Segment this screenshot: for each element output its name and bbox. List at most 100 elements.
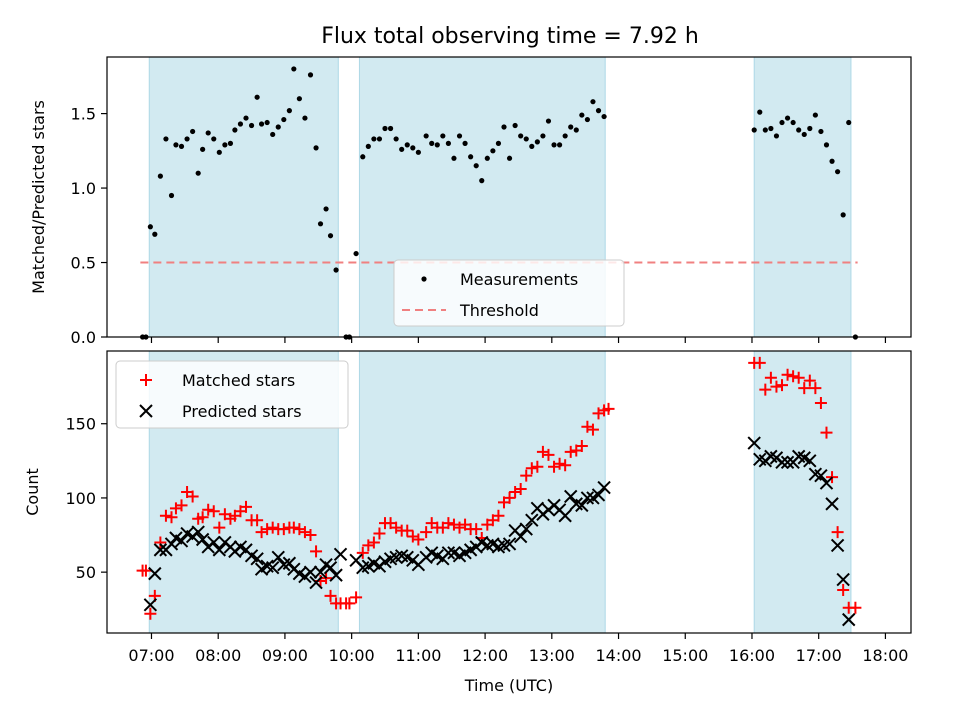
predicted-star-point — [597, 480, 611, 495]
matched-star-point — [525, 462, 538, 475]
matched-star-point — [154, 536, 167, 549]
matched-star-point — [592, 407, 605, 420]
matched-star-point — [470, 523, 483, 536]
axes-frame — [106, 56, 912, 338]
predicted-star-point — [519, 522, 533, 536]
matched-star-point — [255, 526, 268, 539]
measurement-point — [205, 130, 211, 136]
predicted-star-point — [814, 468, 828, 483]
predicted-star-point — [195, 532, 210, 547]
matched-star-point — [324, 589, 337, 602]
predicted-star-point — [775, 455, 789, 470]
measurement-point — [365, 143, 371, 149]
measurement-point — [590, 99, 596, 105]
predicted-star-point — [502, 537, 517, 551]
measurement-point — [601, 113, 607, 120]
matched-star-point — [837, 583, 850, 596]
measurement-point — [382, 125, 388, 132]
predicted-star-point — [191, 525, 205, 539]
matched-star-point — [814, 396, 827, 409]
measurement-point — [573, 127, 579, 133]
measurement-point — [434, 142, 440, 148]
matched-star-point — [849, 601, 862, 614]
chart-title: Flux total observing time = 7.92 h — [321, 24, 699, 49]
predicted-star-point — [271, 550, 285, 565]
matched-star-point — [144, 607, 157, 620]
measurement-point — [157, 173, 163, 179]
x-tick-label: 14:00 — [595, 646, 641, 665]
x-tick-label: 09:00 — [262, 646, 308, 665]
measurement-point — [211, 136, 217, 142]
y-tick-label: 0.5 — [71, 254, 96, 273]
matched-star-point — [447, 518, 460, 531]
predicted-star-point — [250, 552, 264, 566]
measurement-point — [327, 233, 334, 239]
measurement-point — [584, 116, 590, 123]
measurement-point — [270, 131, 276, 138]
matched-star-point — [553, 457, 566, 470]
y-tick-label: 50 — [76, 563, 96, 582]
measurement-point — [812, 112, 818, 118]
measurement-point — [173, 142, 179, 148]
measurement-point — [779, 119, 785, 126]
measurement-point — [579, 112, 585, 118]
measurement-point — [376, 136, 383, 142]
matched-star-point — [159, 509, 172, 522]
matched-star-point — [536, 445, 549, 458]
matched-star-point — [514, 483, 527, 496]
matched-star-point — [310, 545, 323, 558]
matched-star-point — [764, 371, 777, 384]
matched-star-point — [356, 546, 369, 559]
measurement-point — [835, 169, 841, 175]
measurement-point — [291, 66, 297, 72]
matched-star-point — [559, 459, 572, 472]
measurement-point — [147, 224, 153, 230]
measurement-point — [232, 127, 238, 133]
measurement-point — [840, 212, 846, 218]
predicted-star-point — [747, 436, 761, 450]
predicted-star-point — [558, 509, 572, 523]
matched-star-point — [586, 423, 599, 436]
predicted-star-point — [803, 454, 817, 468]
x-tick-label: 16:00 — [729, 646, 775, 665]
predicted-star-point — [323, 560, 338, 575]
predicted-star-point — [164, 537, 179, 551]
matched-star-point — [350, 591, 363, 604]
y-axis-label: Matched/Predicted stars — [29, 100, 48, 294]
matched-star-point — [412, 533, 425, 546]
matched-star-point — [261, 523, 274, 536]
matched-star-point — [503, 491, 516, 504]
x-tick-label: 17:00 — [796, 646, 842, 665]
matched-star-point — [362, 539, 375, 552]
measurement-point — [790, 119, 796, 126]
matched-star-point — [442, 517, 455, 530]
measurement-point — [423, 133, 429, 139]
axes-frame — [106, 350, 912, 634]
x-tick-label: 15:00 — [662, 646, 708, 665]
matched-star-point — [139, 564, 152, 577]
measurement-point — [393, 136, 399, 142]
measurement-point — [429, 140, 435, 146]
measurement-point — [307, 72, 314, 78]
x-tick-label: 07:00 — [128, 646, 174, 665]
predicted-star-point — [313, 565, 328, 579]
measurement-point — [399, 146, 405, 152]
measurement-point — [243, 115, 249, 121]
legend-matched-marker — [140, 374, 152, 386]
matched-star-point — [287, 521, 300, 534]
measurement-point — [473, 163, 479, 169]
matched-star-point — [175, 499, 188, 512]
matched-star-point — [831, 526, 844, 539]
matched-star-point — [169, 502, 182, 515]
predicted-star-point — [525, 513, 539, 527]
measurement-point — [258, 121, 265, 127]
legend-label: Predicted stars — [182, 402, 302, 421]
measurement-point — [568, 124, 574, 130]
x-tick-label: 12:00 — [462, 646, 508, 665]
matched-star-point — [770, 380, 783, 393]
predicted-star-point — [174, 534, 189, 548]
matched-star-point — [548, 460, 561, 473]
measurement-point — [545, 118, 552, 124]
matched-star-point — [520, 469, 533, 482]
